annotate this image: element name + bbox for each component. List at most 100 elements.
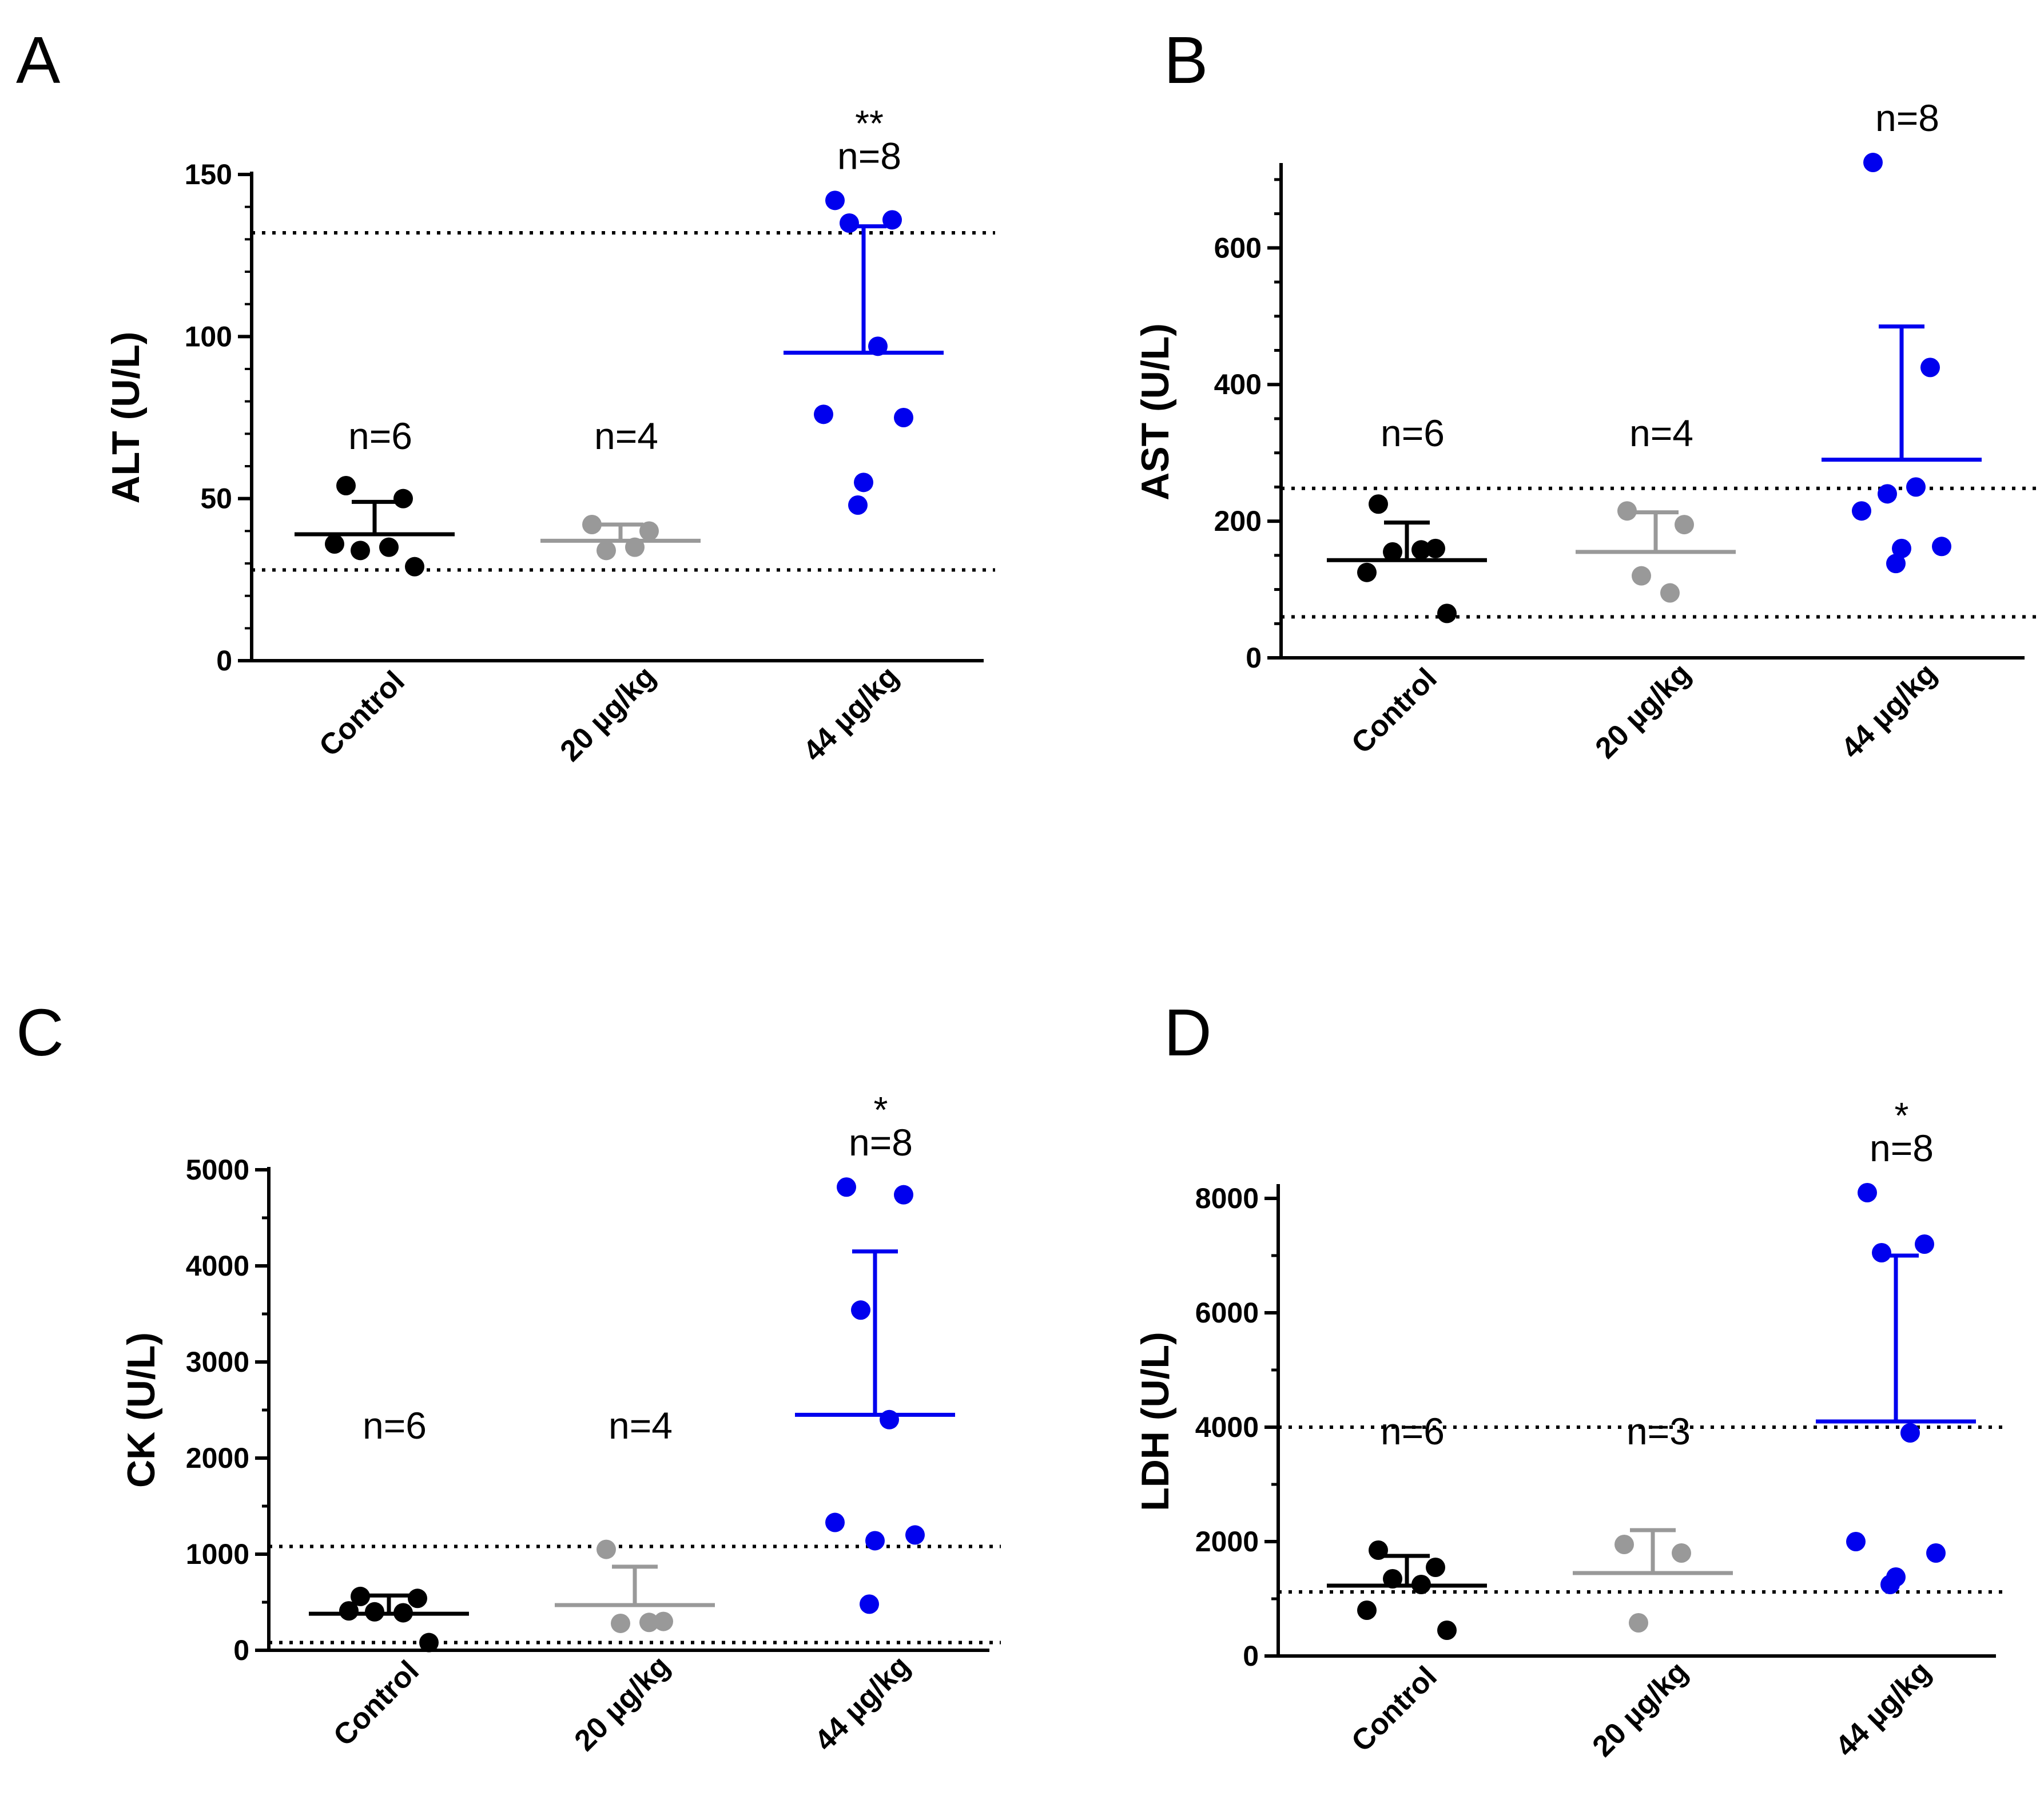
panel-a-data-point (351, 541, 370, 561)
panel-a-group-3: 44 µg/kg n=8** (784, 102, 944, 768)
panel-c: C 0 1000 2000 3000 4000 5000 CK (U/L) Control n=6… (16, 995, 1001, 1757)
panel-c-x-tick-label-2: 20 µg/kg (568, 1650, 677, 1758)
panel-a-data-point (625, 537, 645, 557)
panel-d-y-tick-label-8000: 8000 (1195, 1182, 1259, 1214)
panel-c-data-point (419, 1633, 439, 1653)
panel-b-data-point (1369, 494, 1388, 514)
panel-a-data-point (405, 557, 424, 577)
panel-c-letter: C (16, 995, 64, 1070)
panel-c-data-point (654, 1611, 673, 1631)
panel-c-y-tick-label-3000: 3000 (186, 1346, 249, 1378)
panel-a-data-point (854, 472, 873, 493)
panel-b-y-tick-label-400: 400 (1214, 368, 1262, 400)
panel-c-y-tick-label-1000: 1000 (186, 1538, 249, 1570)
panel-c-data-point (860, 1594, 879, 1614)
panel-a-y-axis-label: ALT (U/L) (104, 332, 148, 504)
panel-c-n-label-3: n=8 (849, 1121, 913, 1163)
panel-b-data-point (1632, 566, 1651, 586)
panel-b-group-2: 20 µg/kg n=4 (1576, 412, 1736, 765)
panel-a-x-tick-label-3: 44 µg/kg (797, 660, 905, 768)
panel-d-data-point (1426, 1558, 1445, 1577)
panel-d-y-tick-label-0: 0 (1243, 1640, 1259, 1672)
panel-d-n-label-3: n=8 (1870, 1127, 1934, 1169)
panel-b-data-point (1675, 515, 1694, 535)
panel-d-letter: D (1164, 995, 1212, 1070)
panel-a-x-tick-label-1: Control (313, 665, 411, 763)
panel-d-data-point (1357, 1601, 1377, 1620)
panel-a-n-label-2: n=4 (594, 415, 658, 457)
panel-b-group-3: 44 µg/kg n=8 (1822, 97, 1982, 765)
panel-b-y-tick-label-200: 200 (1214, 505, 1262, 537)
panel-c-data-point (639, 1613, 659, 1633)
panel-d-group-1: Control n=6 (1327, 1410, 1487, 1758)
panel-c-group-2: 20 µg/kg n=4 (555, 1404, 715, 1757)
panel-c-n-label-2: n=4 (609, 1404, 673, 1447)
panel-a-significance-label: ** (855, 102, 884, 144)
panel-a-y-tick-label-0: 0 (216, 645, 232, 677)
panel-d-data-point (1411, 1575, 1431, 1594)
panel-d-data-point (1926, 1543, 1946, 1563)
panel-a-data-point (825, 190, 845, 211)
panel-b-data-point (1437, 603, 1457, 624)
panel-c-data-point (408, 1588, 427, 1609)
panel-c-data-point (825, 1512, 845, 1532)
panel-c-data-point (865, 1531, 885, 1551)
panel-c-data-point (351, 1586, 370, 1606)
panel-c-group-1: Control n=6 (309, 1404, 469, 1753)
panel-c-data-point (365, 1602, 384, 1622)
panel-a-group-1: Control n=6 (295, 415, 455, 763)
panel-c-data-point (611, 1613, 630, 1633)
panel-b-data-point (1357, 562, 1377, 582)
panel-a-data-point (639, 521, 659, 541)
panel-c-data-point (851, 1300, 870, 1320)
panel-b-data-point (1886, 554, 1906, 574)
panel-d-y-axis-label: LDH (U/L) (1134, 1332, 1177, 1511)
panel-a-letter: A (16, 23, 61, 97)
panel-c-group-3: 44 µg/kg n=8* (795, 1089, 955, 1757)
panel-b-x-tick-label-2: 20 µg/kg (1589, 657, 1697, 765)
panel-a-data-point (336, 476, 356, 495)
panel-d-x-tick-label-3: 44 µg/kg (1830, 1655, 1938, 1764)
panel-c-significance-label: * (874, 1089, 888, 1130)
panel-a-data-point (393, 489, 413, 509)
panel-c-y-tick-label-5000: 5000 (186, 1154, 249, 1186)
panel-b-data-point (1863, 153, 1883, 173)
panel-d-significance-label: * (1895, 1095, 1909, 1136)
panel-a-n-label-1: n=6 (348, 415, 412, 457)
panel-c-y-tick-label-4000: 4000 (186, 1250, 249, 1282)
panel-d-group-2: 20 µg/kg n=3 (1573, 1410, 1733, 1763)
panel-d-x-tick-label-2: 20 µg/kg (1586, 1655, 1695, 1764)
panel-a-group-2: 20 µg/kg n=4 (540, 415, 701, 768)
panel-a-data-point (597, 541, 616, 561)
panel-a-data-point (582, 515, 602, 534)
panel-b-y-tick-label-0: 0 (1246, 642, 1262, 674)
panel-c-data-point (837, 1177, 856, 1197)
panel-b-data-point (1878, 484, 1897, 504)
panel-c-data-point (880, 1409, 899, 1429)
panel-b-letter: B (1164, 23, 1208, 97)
panel-a-data-point (882, 210, 902, 230)
panel-d-group-3: 44 µg/kg n=8* (1816, 1095, 1976, 1763)
panel-b-data-point (1920, 358, 1940, 378)
panel-d-data-point (1614, 1535, 1634, 1554)
panel-b-data-point (1411, 540, 1431, 560)
panel-a-data-point (840, 213, 859, 233)
panel-a-data-point (848, 495, 868, 515)
panel-d-n-label-2: n=3 (1627, 1410, 1691, 1452)
panel-c-y-axis-label: CK (U/L) (120, 1332, 163, 1488)
panel-d-y-tick-label-2000: 2000 (1195, 1526, 1259, 1558)
panel-c-y-tick-label-2000: 2000 (186, 1442, 249, 1474)
panel-b: B 0 200 400 600 AST (U/L) Control n=6 20 µg/kg n=… (1134, 23, 2036, 765)
panel-b-data-point (1852, 501, 1871, 521)
panel-c-y-tick-label-0: 0 (233, 1634, 249, 1666)
panel-b-data-point (1660, 583, 1680, 603)
panel-b-data-point (1892, 538, 1911, 558)
panel-b-data-point (1617, 501, 1637, 521)
panel-d-data-point (1672, 1543, 1691, 1563)
panel-d-data-point (1846, 1532, 1866, 1551)
panel-c-x-tick-label-1: Control (327, 1654, 425, 1753)
panel-d-data-point (1369, 1540, 1388, 1560)
panel-b-x-tick-label-3: 44 µg/kg (1835, 657, 1943, 765)
panel-d-data-point (1915, 1234, 1934, 1254)
panel-d-y-tick-label-4000: 4000 (1195, 1411, 1259, 1443)
